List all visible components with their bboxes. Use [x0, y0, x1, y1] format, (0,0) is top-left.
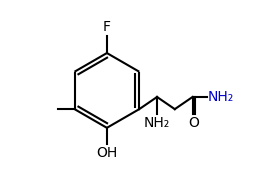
Text: OH: OH: [96, 146, 117, 160]
Text: F: F: [103, 20, 111, 34]
Text: O: O: [188, 116, 199, 130]
Text: NH₂: NH₂: [207, 90, 234, 104]
Text: NH₂: NH₂: [144, 116, 170, 130]
